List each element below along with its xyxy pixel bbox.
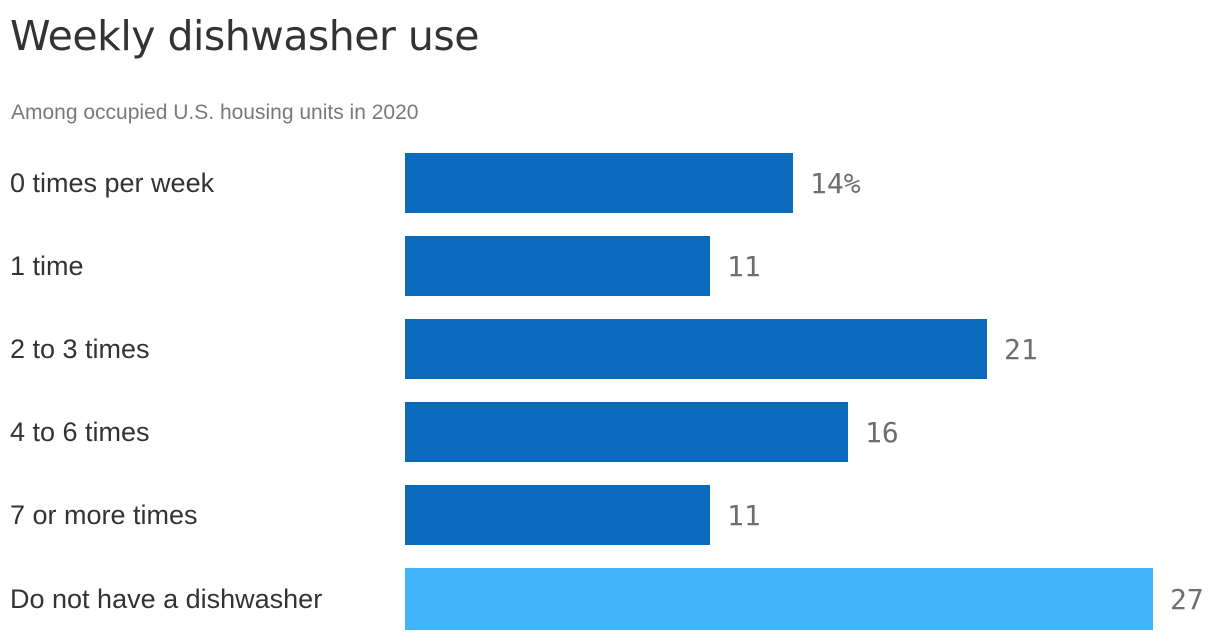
category-label: 1 time	[10, 250, 84, 281]
bar	[405, 402, 848, 462]
category-label: 2 to 3 times	[10, 333, 150, 364]
bar-row: 0 times per week 14%	[0, 153, 1220, 213]
value-label: 11	[727, 249, 761, 283]
bar-chart: 0 times per week 14% 1 time 11 2 to 3 times 2…	[0, 153, 1220, 630]
bar-row: 2 to 3 times 21	[0, 319, 1220, 379]
bar	[405, 485, 710, 545]
value-label: 16	[865, 415, 899, 449]
value-label: 21	[1004, 332, 1038, 366]
bar	[405, 568, 1153, 630]
bar	[405, 153, 793, 213]
category-label: 7 or more times	[10, 499, 198, 530]
chart-title: Weekly dishwasher use	[10, 12, 479, 60]
bar	[405, 236, 710, 296]
value-label: 27	[1170, 582, 1204, 616]
bar-row: 1 time 11	[0, 236, 1220, 296]
bar-row: 7 or more times 11	[0, 485, 1220, 545]
value-label: 11	[727, 498, 761, 532]
chart-subtitle: Among occupied U.S. housing units in 202…	[11, 101, 419, 124]
category-label: 0 times per week	[10, 167, 215, 198]
value-label: 14%	[810, 166, 861, 200]
bar	[405, 319, 987, 379]
bar-row: Do not have a dishwasher 27	[0, 568, 1220, 630]
bar-row: 4 to 6 times 16	[0, 402, 1220, 462]
category-label: Do not have a dishwasher	[10, 583, 323, 614]
category-label: 4 to 6 times	[10, 416, 150, 447]
